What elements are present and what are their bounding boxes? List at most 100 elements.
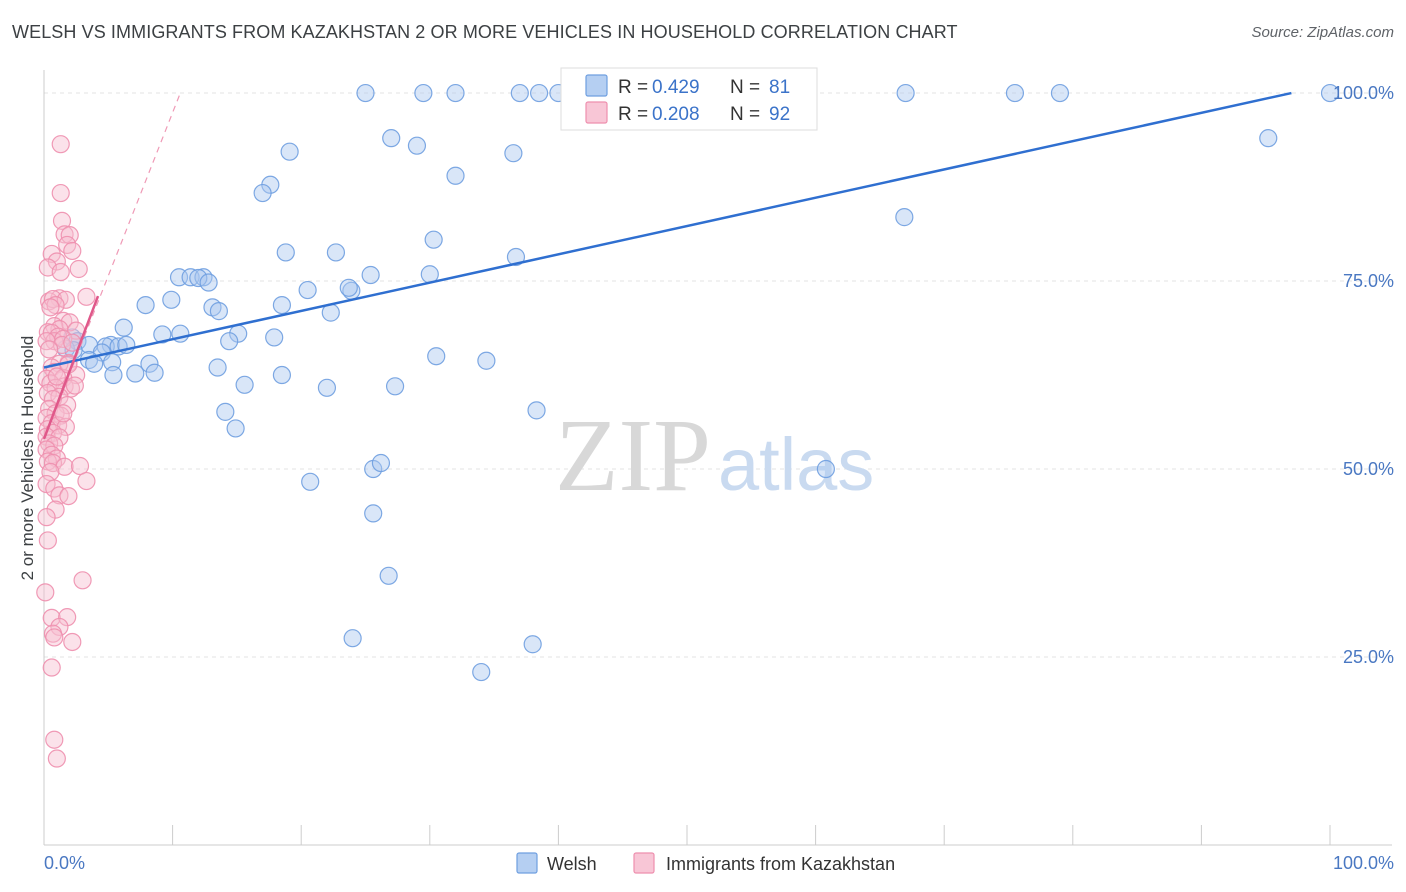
point-welsh-36 bbox=[136, 295, 155, 315]
point-kazakhstan-90 bbox=[47, 367, 66, 386]
point-welsh-34 bbox=[339, 278, 358, 297]
point-kazakhstan-11 bbox=[69, 259, 88, 279]
point-kazakhstan-32 bbox=[40, 340, 59, 359]
legend-n-value-kazakhstan: 92 bbox=[769, 104, 790, 125]
y-axis-label: 2 or more Vehicles in Household bbox=[18, 336, 37, 581]
point-welsh-26 bbox=[181, 268, 200, 287]
series-legend-label-welsh: Welsh bbox=[547, 854, 597, 874]
point-welsh-63 bbox=[427, 347, 446, 366]
point-welsh-80 bbox=[343, 629, 362, 648]
point-welsh-32 bbox=[298, 280, 317, 300]
point-kazakhstan-78 bbox=[36, 583, 55, 602]
point-kazakhstan-85 bbox=[42, 658, 61, 677]
point-welsh-35 bbox=[162, 290, 181, 309]
watermark-atlas: atlas bbox=[718, 423, 874, 506]
x-tick-labels: 0.0% 100.0% bbox=[44, 853, 1394, 873]
grid-lines bbox=[44, 92, 1392, 658]
point-welsh-78 bbox=[364, 504, 383, 523]
point-kazakhstan-80 bbox=[58, 608, 77, 627]
point-kazakhstan-67 bbox=[70, 456, 90, 476]
watermark-zip: ZIP bbox=[555, 398, 711, 513]
trend-line-welsh bbox=[43, 91, 1292, 369]
legend-swatch-kazakhstan bbox=[585, 101, 608, 124]
point-kazakhstan-87 bbox=[47, 749, 66, 768]
point-kazakhstan-76 bbox=[38, 531, 57, 550]
point-welsh-21 bbox=[424, 230, 443, 249]
y-tick-label-1: 50.0% bbox=[1343, 459, 1394, 479]
series-legend: Welsh Immigrants from Kazakhstan bbox=[516, 852, 895, 874]
point-welsh-12 bbox=[1259, 129, 1278, 148]
x-tick-label-max: 100.0% bbox=[1333, 853, 1394, 873]
point-kazakhstan-8 bbox=[47, 252, 66, 271]
point-kazakhstan-75 bbox=[37, 508, 56, 527]
series-legend-label-kazakhstan: Immigrants from Kazakhstan bbox=[666, 854, 895, 874]
point-welsh-71 bbox=[216, 402, 235, 421]
series-legend-swatch-kazakhstan bbox=[633, 852, 655, 874]
point-welsh-9 bbox=[1005, 83, 1025, 103]
point-welsh-27 bbox=[194, 268, 213, 287]
point-kazakhstan-83 bbox=[45, 628, 64, 647]
y-tick-label-0: 25.0% bbox=[1343, 647, 1394, 667]
trend-line-kazakhstan bbox=[42, 295, 100, 440]
legend-r-label-kazakhstan: R = bbox=[618, 104, 648, 125]
point-kazakhstan-89 bbox=[65, 376, 84, 395]
point-welsh-43 bbox=[153, 325, 172, 344]
legend-r-label-welsh: R = bbox=[618, 77, 648, 98]
point-welsh-62 bbox=[385, 377, 405, 396]
point-welsh-14 bbox=[280, 142, 299, 161]
point-welsh-69 bbox=[317, 378, 337, 397]
watermark: ZIP atlas bbox=[555, 398, 874, 513]
point-kazakhstan-13 bbox=[77, 287, 96, 306]
point-kazakhstan-16 bbox=[56, 290, 75, 309]
point-welsh-31 bbox=[199, 273, 218, 292]
point-kazakhstan-10 bbox=[51, 262, 70, 282]
point-welsh-70 bbox=[477, 351, 496, 370]
point-welsh-11 bbox=[1320, 83, 1340, 103]
legend-n-label-welsh: N = bbox=[730, 77, 760, 98]
point-welsh-61 bbox=[208, 358, 227, 377]
point-welsh-77 bbox=[816, 459, 835, 479]
trend-line-kazakhstan-extended bbox=[43, 92, 181, 440]
point-welsh-8 bbox=[896, 83, 915, 103]
point-kazakhstan-81 bbox=[50, 617, 69, 637]
point-kazakhstan-86 bbox=[45, 730, 64, 749]
point-kazakhstan-3 bbox=[55, 225, 74, 244]
y-tick-label-3: 100.0% bbox=[1333, 83, 1394, 103]
point-kazakhstan-18 bbox=[41, 298, 60, 317]
point-welsh-81 bbox=[523, 635, 542, 654]
legend-r-value-kazakhstan: 0.208 bbox=[652, 104, 700, 125]
point-kazakhstan-1 bbox=[51, 183, 70, 203]
point-welsh-82 bbox=[472, 662, 491, 682]
y-tick-label-2: 75.0% bbox=[1343, 271, 1394, 291]
point-welsh-45 bbox=[265, 328, 284, 347]
point-welsh-4 bbox=[530, 83, 549, 103]
point-kazakhstan-73 bbox=[59, 486, 78, 506]
point-welsh-20 bbox=[895, 208, 914, 227]
point-welsh-67 bbox=[272, 365, 292, 385]
point-welsh-24 bbox=[506, 247, 526, 267]
point-welsh-3 bbox=[510, 83, 529, 103]
point-welsh-65 bbox=[104, 365, 123, 385]
point-welsh-72 bbox=[527, 401, 546, 420]
point-welsh-39 bbox=[209, 302, 228, 321]
point-welsh-30 bbox=[189, 268, 208, 288]
point-welsh-15 bbox=[407, 136, 427, 155]
point-welsh-28 bbox=[361, 265, 380, 285]
point-kazakhstan-66 bbox=[55, 457, 74, 476]
y-tick-labels: 25.0% 50.0% 75.0% 100.0% bbox=[1333, 83, 1394, 667]
legend-n-label-kazakhstan: N = bbox=[730, 104, 760, 125]
point-welsh-0 bbox=[356, 83, 375, 103]
legend-r-value-welsh: 0.429 bbox=[652, 77, 700, 98]
x-tick-label-min: 0.0% bbox=[44, 853, 85, 873]
point-welsh-23 bbox=[326, 243, 346, 262]
point-welsh-17 bbox=[446, 166, 465, 185]
point-welsh-73 bbox=[226, 419, 245, 438]
point-welsh-74 bbox=[301, 472, 320, 491]
point-kazakhstan-69 bbox=[77, 471, 96, 491]
point-welsh-68 bbox=[145, 363, 164, 382]
point-kazakhstan-2 bbox=[52, 211, 72, 230]
point-welsh-22 bbox=[276, 243, 295, 262]
point-welsh-48 bbox=[220, 332, 239, 351]
legend-n-value-welsh: 81 bbox=[769, 77, 790, 98]
